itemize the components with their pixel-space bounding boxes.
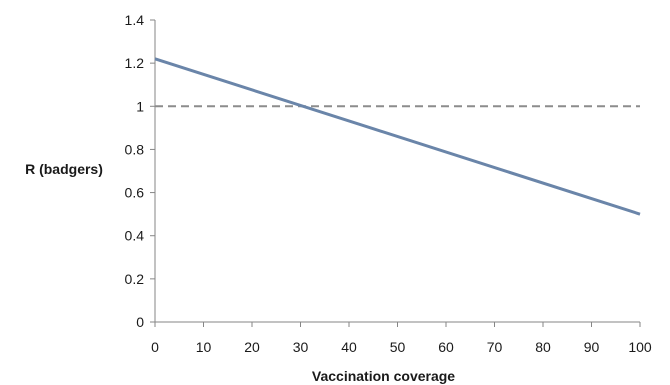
x-tick-label: 70 [487,339,503,355]
y-tick-label: 1 [136,98,144,114]
y-tick-label: 0 [136,314,144,330]
y-tick-label: 0.8 [125,141,145,157]
x-tick-label: 90 [584,339,600,355]
y-axis-title: R (badgers) [25,161,103,177]
y-axis-ticks: 0 0.2 0.4 0.6 0.8 1 1.2 1.4 [125,12,155,330]
x-tick-label: 50 [390,339,406,355]
x-tick-label: 80 [535,339,551,355]
x-axis-title: Vaccination coverage [312,368,455,384]
y-tick-label: 1.2 [125,55,145,71]
x-tick-label: 0 [151,339,159,355]
x-tick-label: 20 [244,339,260,355]
x-axis-ticks: 0 10 20 30 40 50 60 70 80 90 100 [151,322,652,355]
y-tick-label: 0.2 [125,271,145,287]
x-tick-label: 60 [438,339,454,355]
axes [154,20,640,323]
x-tick-label: 100 [628,339,652,355]
y-tick-label: 0.6 [125,185,145,201]
series-line-r-badgers [154,57,641,216]
series-layer [154,57,641,216]
x-tick-label: 10 [196,339,212,355]
y-tick-label: 0.4 [125,228,145,244]
y-tick-label: 1.4 [125,12,145,28]
x-tick-label: 40 [341,339,357,355]
x-tick-label: 30 [293,339,309,355]
